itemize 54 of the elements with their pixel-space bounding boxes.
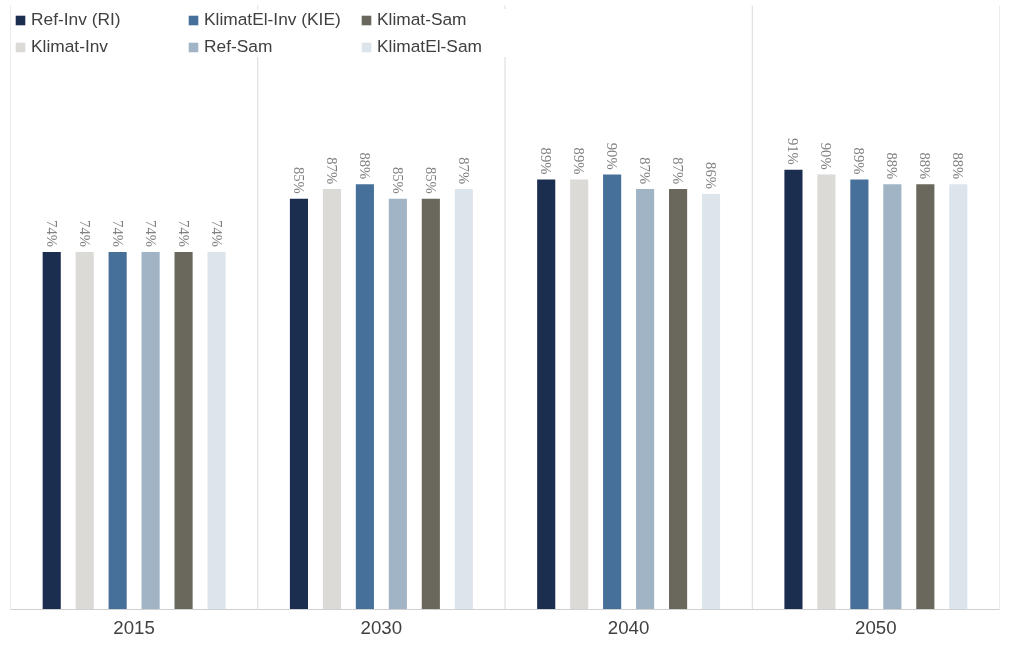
bar bbox=[949, 184, 968, 610]
data-label: 89% bbox=[851, 147, 868, 175]
x-tick-label: 2050 bbox=[855, 616, 897, 638]
bar bbox=[141, 251, 160, 610]
bar bbox=[454, 189, 473, 610]
bar bbox=[850, 179, 869, 610]
data-label: 74% bbox=[208, 220, 225, 247]
x-tick-label: 2015 bbox=[113, 616, 155, 638]
data-label: 90% bbox=[604, 142, 621, 170]
data-label: 87% bbox=[323, 157, 340, 185]
data-label: 85% bbox=[290, 166, 307, 194]
x-tick-label: 2040 bbox=[607, 616, 650, 638]
legend-label: KlimatEl-Inv (KIE) bbox=[204, 9, 342, 30]
bar bbox=[537, 179, 556, 610]
data-label: 88% bbox=[950, 152, 967, 180]
data-label: 74% bbox=[76, 220, 93, 247]
data-label: 87% bbox=[637, 157, 654, 185]
bar bbox=[421, 198, 440, 610]
data-label: 87% bbox=[455, 157, 472, 185]
bar bbox=[784, 169, 803, 610]
data-label: 74% bbox=[175, 220, 192, 247]
legend-label: Ref-Sam bbox=[204, 36, 274, 57]
bar bbox=[669, 189, 688, 610]
data-label: 88% bbox=[356, 152, 373, 180]
bar bbox=[207, 251, 226, 610]
bar bbox=[701, 193, 721, 610]
bar bbox=[636, 189, 655, 610]
bar bbox=[289, 198, 309, 610]
x-tick-label: 2030 bbox=[360, 616, 403, 638]
data-label: 74% bbox=[43, 220, 60, 247]
bar bbox=[883, 184, 902, 610]
legend-label: Klimat-Sam bbox=[377, 9, 468, 30]
bar bbox=[388, 198, 407, 610]
data-label: 88% bbox=[884, 152, 901, 180]
legend-label: Ref-Inv (RI) bbox=[31, 9, 122, 30]
bar bbox=[174, 251, 193, 610]
bar bbox=[603, 174, 622, 610]
bar bbox=[108, 251, 127, 610]
data-label: 74% bbox=[109, 220, 126, 247]
bar bbox=[42, 251, 61, 610]
data-label: 87% bbox=[670, 157, 687, 185]
data-label: 74% bbox=[142, 220, 159, 247]
bar bbox=[355, 184, 374, 610]
data-label: 89% bbox=[571, 147, 588, 175]
data-label: 86% bbox=[703, 162, 720, 189]
legend-label: KlimatEl-Sam bbox=[377, 36, 483, 57]
data-label: 88% bbox=[917, 152, 934, 180]
data-label: 89% bbox=[538, 147, 555, 175]
data-label: 91% bbox=[785, 137, 802, 165]
data-label: 85% bbox=[422, 166, 439, 194]
legend-label: Klimat-Inv bbox=[31, 36, 110, 57]
bar bbox=[916, 184, 935, 610]
data-label: 90% bbox=[818, 142, 835, 170]
data-label: 85% bbox=[389, 166, 406, 194]
